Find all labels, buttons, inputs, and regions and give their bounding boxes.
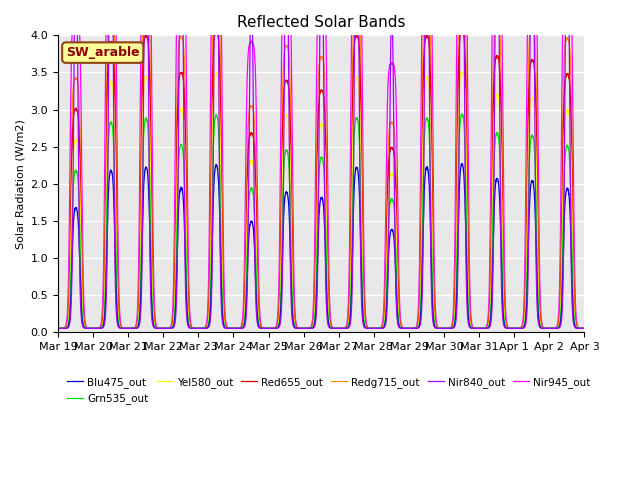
Grn535_out xyxy=(469,325,477,331)
Grn535_out xyxy=(459,111,467,117)
Blu475_out xyxy=(580,325,588,331)
Redg715_out xyxy=(370,325,378,331)
Text: SW_arable: SW_arable xyxy=(66,46,140,59)
Blu475_out xyxy=(54,325,62,331)
Grn535_out xyxy=(54,325,62,331)
Redg715_out xyxy=(439,325,447,331)
Title: Reflected Solar Bands: Reflected Solar Bands xyxy=(237,15,406,30)
Redg715_out xyxy=(410,325,418,331)
Nir945_out xyxy=(301,325,309,331)
Y-axis label: Solar Radiation (W/m2): Solar Radiation (W/m2) xyxy=(15,119,25,249)
Blu475_out xyxy=(439,325,447,331)
Nir840_out xyxy=(148,321,156,327)
Redg715_out xyxy=(301,325,309,331)
Nir840_out xyxy=(301,325,309,331)
Blu475_out xyxy=(301,325,309,331)
Red655_out xyxy=(301,325,309,331)
Nir945_out xyxy=(580,325,588,331)
Red655_out xyxy=(580,325,588,331)
Red655_out xyxy=(410,325,418,331)
Line: Grn535_out: Grn535_out xyxy=(58,114,584,328)
Nir945_out xyxy=(148,188,156,194)
Nir945_out xyxy=(469,324,477,330)
Yel580_out xyxy=(459,69,467,75)
Blu475_out xyxy=(148,316,156,322)
Line: Red655_out: Red655_out xyxy=(58,30,584,328)
Nir840_out xyxy=(54,325,62,331)
Nir840_out xyxy=(469,325,477,331)
Yel580_out xyxy=(148,296,156,301)
Nir945_out xyxy=(580,325,588,331)
Red655_out xyxy=(439,325,447,331)
Red655_out xyxy=(54,325,62,331)
Nir945_out xyxy=(439,325,447,331)
Red655_out xyxy=(580,325,588,331)
Nir945_out xyxy=(410,325,418,331)
Nir840_out xyxy=(580,325,588,331)
Yel580_out xyxy=(580,325,588,331)
Nir840_out xyxy=(410,325,418,331)
Blu475_out xyxy=(410,325,418,331)
Grn535_out xyxy=(301,325,309,331)
Red655_out xyxy=(148,276,156,282)
Grn535_out xyxy=(439,325,447,331)
Blu475_out xyxy=(580,325,588,331)
Legend: Blu475_out, Grn535_out, Yel580_out, Red655_out, Redg715_out, Nir840_out, Nir945_: Blu475_out, Grn535_out, Yel580_out, Red6… xyxy=(63,373,595,408)
Red655_out xyxy=(469,325,477,331)
Blu475_out xyxy=(370,325,378,331)
Yel580_out xyxy=(580,325,588,331)
Yel580_out xyxy=(301,325,309,331)
Redg715_out xyxy=(54,325,62,331)
Redg715_out xyxy=(580,325,588,331)
Grn535_out xyxy=(580,325,588,331)
Grn535_out xyxy=(580,325,588,331)
Red655_out xyxy=(458,27,466,33)
Redg715_out xyxy=(469,325,477,331)
Red655_out xyxy=(370,325,378,331)
Grn535_out xyxy=(410,325,418,331)
Yel580_out xyxy=(410,325,418,331)
Nir945_out xyxy=(54,325,62,331)
Grn535_out xyxy=(370,325,378,331)
Grn535_out xyxy=(148,308,156,314)
Yel580_out xyxy=(54,325,62,331)
Yel580_out xyxy=(469,325,477,331)
Nir945_out xyxy=(370,325,378,331)
Blu475_out xyxy=(469,325,477,331)
Blu475_out xyxy=(458,161,466,167)
Redg715_out xyxy=(148,261,156,266)
Line: Yel580_out: Yel580_out xyxy=(58,72,584,328)
Nir840_out xyxy=(439,325,447,331)
Yel580_out xyxy=(370,325,378,331)
Nir840_out xyxy=(370,325,378,331)
Nir840_out xyxy=(580,325,588,331)
Line: Redg715_out: Redg715_out xyxy=(58,0,584,328)
Line: Nir945_out: Nir945_out xyxy=(58,0,584,328)
Redg715_out xyxy=(580,325,588,331)
Line: Nir840_out: Nir840_out xyxy=(58,0,584,328)
Line: Blu475_out: Blu475_out xyxy=(58,164,584,328)
Yel580_out xyxy=(439,325,447,331)
